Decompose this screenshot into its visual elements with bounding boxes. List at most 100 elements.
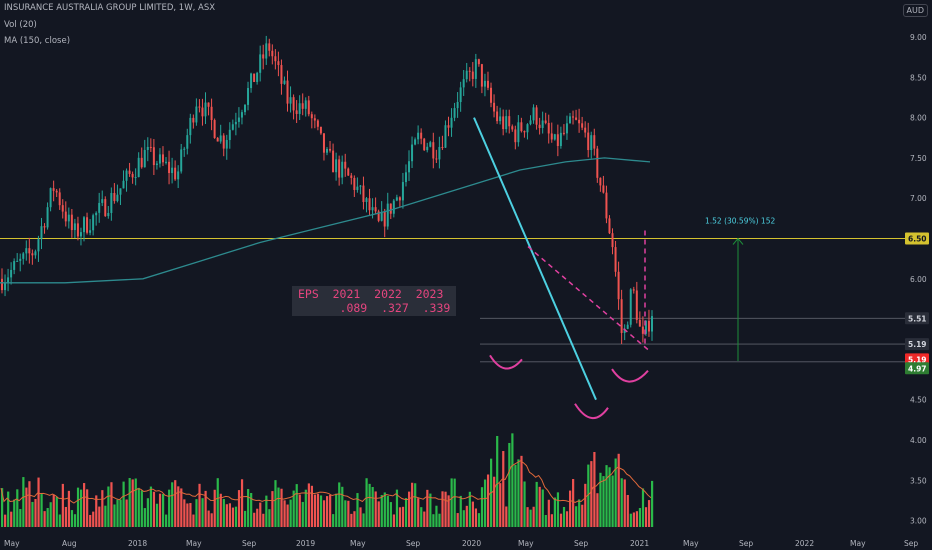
volume-bar <box>201 498 204 527</box>
candle-body <box>593 135 596 149</box>
candle-body <box>198 106 201 108</box>
volume-bar <box>198 483 201 527</box>
drawings: 1.52 (30.59%) 152 <box>473 117 775 420</box>
candle-body <box>22 253 25 259</box>
price-tag-label: 4.97 <box>908 364 927 373</box>
candle-body <box>104 199 107 217</box>
candle-body <box>353 177 356 190</box>
candle-body <box>216 137 219 142</box>
volume-bar <box>523 481 526 527</box>
candle-body <box>535 107 538 125</box>
x-tick-label: Aug <box>62 539 77 548</box>
volume-bar <box>237 490 241 527</box>
candle-body <box>307 100 310 115</box>
volume-bar <box>289 499 292 527</box>
volume-bar <box>13 499 16 527</box>
volume-bar <box>277 487 280 527</box>
candle-body <box>186 135 189 149</box>
volume-bar <box>322 500 326 527</box>
right-shoulder-arc <box>611 368 649 383</box>
volume-bar <box>517 459 520 527</box>
x-tick-label: Sep <box>904 539 918 548</box>
candle-body <box>450 117 453 128</box>
volume-bar <box>107 486 110 527</box>
volume-bar <box>55 496 58 527</box>
volume-bar <box>620 478 623 527</box>
eps-header: EPS 2021 2022 2023 <box>298 287 444 301</box>
ma-indicator-label[interactable]: MA (150, close) <box>4 36 71 46</box>
volume-bar <box>474 508 478 527</box>
candle-body <box>298 103 301 114</box>
volume-bar <box>341 486 344 527</box>
x-tick-label: 2019 <box>296 539 315 548</box>
volume-bar <box>420 507 423 527</box>
volume-bar <box>353 511 356 527</box>
head-arc <box>574 403 609 420</box>
candle-body <box>541 120 544 128</box>
volume-bar <box>335 493 338 527</box>
candle-body <box>131 173 134 178</box>
volume-bar <box>587 464 590 527</box>
volume-bar <box>614 458 617 527</box>
volume-indicator-label[interactable]: Vol (20) <box>4 20 37 30</box>
candle-body <box>83 217 86 233</box>
candle-body <box>73 223 76 231</box>
volume-bar <box>356 493 359 527</box>
candle-body <box>213 120 216 138</box>
candle-body <box>611 233 614 248</box>
candle-body <box>243 104 246 113</box>
candle-body <box>432 142 435 159</box>
x-tick-label: Sep <box>739 539 753 548</box>
volume-bar <box>262 513 265 527</box>
volume-bar <box>104 505 107 527</box>
candle-body <box>174 167 177 180</box>
candle-body <box>362 185 365 202</box>
volume-bar <box>161 494 165 527</box>
volume-bar <box>608 467 611 527</box>
candle-body <box>289 97 292 104</box>
candle-body <box>195 106 198 123</box>
x-tick-label: Sep <box>242 539 256 548</box>
volume-bar <box>395 489 399 527</box>
volume-bar <box>165 514 168 527</box>
candle-body <box>43 226 46 228</box>
volume-bar <box>641 488 645 527</box>
volume-bar <box>438 513 441 527</box>
candle-body <box>125 170 128 181</box>
volume-bar <box>10 511 13 527</box>
volume-bar <box>113 504 116 527</box>
candle-body <box>581 123 584 128</box>
candle-body <box>477 59 480 65</box>
candle-body <box>459 87 462 103</box>
candle-body <box>404 172 407 183</box>
volume-bar <box>508 442 511 527</box>
candle-body <box>316 120 319 127</box>
volume-bar <box>350 513 353 527</box>
volume-bar <box>268 509 271 527</box>
volume-bar <box>134 478 137 527</box>
candle-body <box>511 126 514 130</box>
candle-body <box>338 159 341 178</box>
currency-badge[interactable]: AUD <box>902 4 928 17</box>
price-tag-bg <box>905 362 929 375</box>
volume-bar <box>155 503 159 527</box>
volume-bar <box>259 502 262 527</box>
price-tag-label: 5.19 <box>908 355 927 364</box>
volume-bar <box>623 479 626 527</box>
volume-bar <box>280 488 283 527</box>
candle-body <box>377 211 380 221</box>
volume-bar <box>73 514 77 527</box>
candle-body <box>277 61 280 66</box>
volume-bar <box>67 490 71 527</box>
volume-bar <box>505 506 508 527</box>
volume-bar <box>4 514 7 527</box>
volume-bar <box>581 504 584 527</box>
volume-bar <box>250 492 253 527</box>
candle-body <box>544 120 547 123</box>
y-tick-label: 7.50 <box>910 154 927 163</box>
volume-bar <box>253 512 256 527</box>
volume-ma-line <box>0 460 652 504</box>
volume-bar <box>511 433 514 527</box>
candle-body <box>596 148 599 178</box>
